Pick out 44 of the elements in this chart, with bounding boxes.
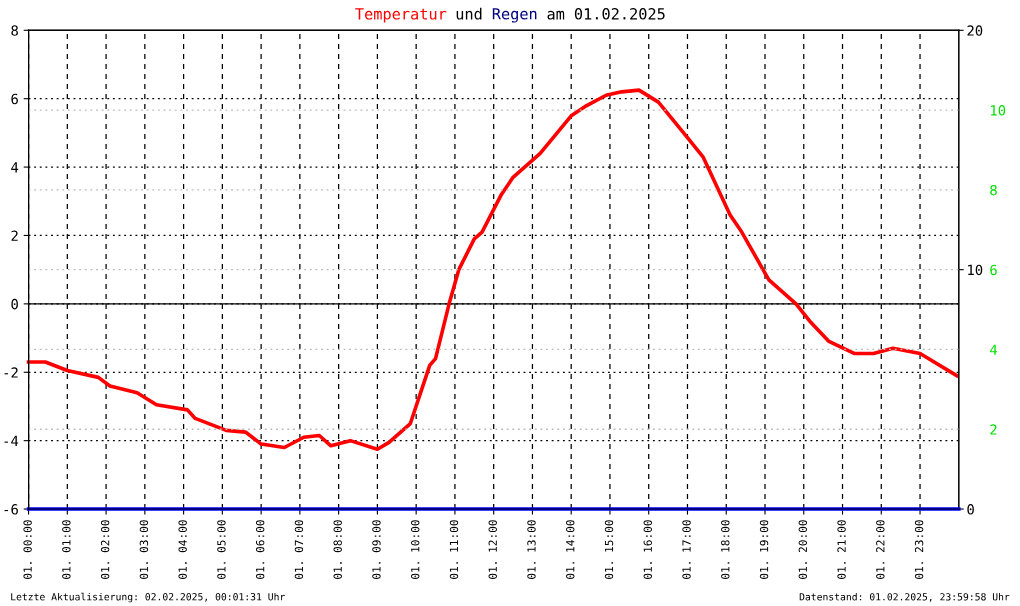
y3-tick-label: 2 [990,424,997,435]
y2-tick-label: 20 [967,25,983,36]
y-tick-label: -2 [4,367,18,378]
x-tick-label: 01. 02:00 [100,520,110,579]
y3-tick-label: 8 [990,184,997,196]
y-tick-label: 2 [11,230,18,241]
x-tick-label: 01. 10:00 [411,520,420,579]
x-tick-label: 01. 13:00 [527,520,536,579]
x-tick-label: 01. 07:00 [294,520,304,579]
x-tick-label: 01. 22:00 [876,520,885,579]
line-series [26,88,959,452]
x-tick-label: 01. 03:00 [139,520,149,579]
y-tick-label: -6 [4,504,18,515]
text: Datenstand: 01.02.2025, 23:59:58 Uhr [799,592,1010,602]
y-tick-label: 0 [11,298,18,310]
y2-tick-label: 0 [967,504,974,515]
x-tick-label: 01. 05:00 [217,520,226,579]
y-tick-label: 4 [11,162,19,173]
x-tick-label: 01. 08:00 [333,520,342,579]
x-tick-label: 01. 00:00 [23,520,32,579]
x-tick-label: 01. 04:00 [178,520,187,579]
y-tick-label: 8 [11,25,18,36]
x-tick-label: 01. 16:00 [643,520,652,579]
x-tick-label: 01. 23:00 [914,520,924,579]
x-tick-label: 01. 21:00 [837,520,846,579]
x-tick-label: 01. 18:00 [721,520,730,579]
y3-tick-label: 6 [990,264,997,276]
chart-title: Temperatur und Regen am 01.02.2025 [355,7,665,23]
y-tick-label: -4 [4,435,19,446]
x-tick-label: 01. 14:00 [566,520,575,579]
y-tick-label: 6 [11,93,18,105]
x-tick-label: 01. 06:00 [255,520,265,579]
y3-tick-label: 4 [990,344,998,355]
text: Letzte Aktualisierung: 02.02.2025, 00:01:31 Uhr [11,592,285,603]
x-tick-label: 01. 12:00 [488,520,497,579]
y2-tick-label: 10 [968,264,983,276]
x-tick-label: 01. 17:00 [682,520,691,579]
x-tick-label: 01. 09:00 [372,520,381,579]
x-tick-label: 01. 19:00 [759,520,769,579]
y3-tick-label: 10 [991,105,1006,116]
x-tick-label: 01. 15:00 [604,520,614,579]
x-tick-label: 01. 11:00 [449,520,459,579]
x-tick-label: 01. 20:00 [798,520,808,579]
x-tick-label: 01. 01:00 [62,520,71,579]
